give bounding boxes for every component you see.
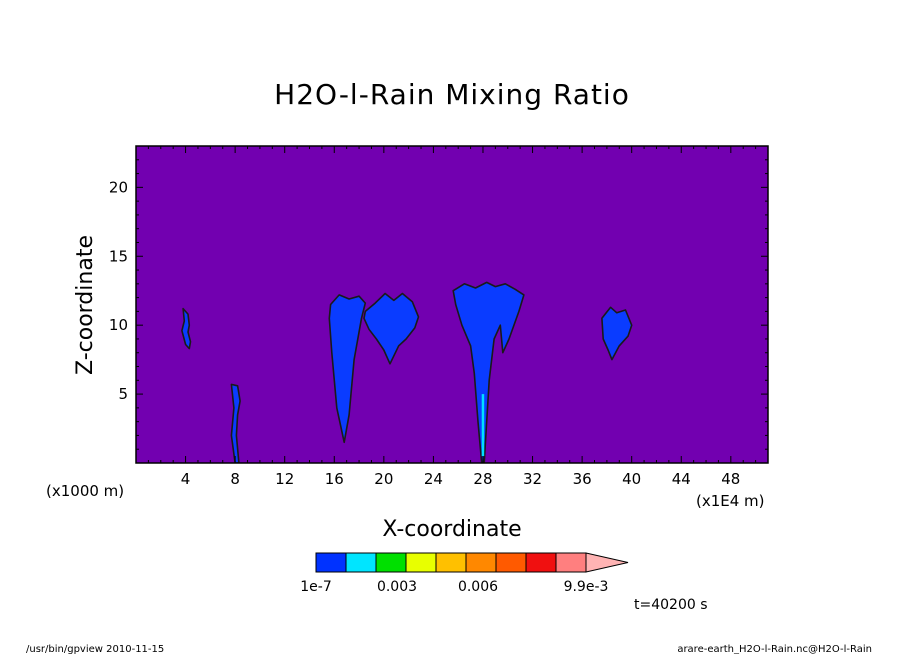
colorbar-label: 0.006	[458, 579, 498, 595]
x-tick-label: 32	[523, 470, 542, 488]
colorbar-bin	[345, 552, 377, 573]
x-tick-label: 12	[275, 470, 294, 488]
colorbar-bin	[435, 552, 467, 573]
footer-left: /usr/bin/gpview 2010-11-15	[26, 644, 164, 654]
y-tick-label: 5	[118, 385, 128, 403]
chart-title: H2O-l-Rain Mixing Ratio	[274, 78, 630, 111]
colorbar-bin	[315, 552, 347, 573]
colorbar-bin	[555, 552, 587, 573]
y-axis: 5 10 15 20	[109, 145, 768, 464]
x-unit-right: (x1E4 m)	[696, 492, 765, 510]
x-axis-title: X-coordinate	[382, 517, 521, 542]
x-tick-label: 20	[374, 470, 393, 488]
x-unit-left: (x1000 m)	[46, 482, 124, 500]
y-axis-title: Z-coordinate	[73, 235, 98, 375]
colorbar-label: 0.003	[377, 579, 417, 595]
colorbar-label: 9.9e-3	[564, 579, 609, 595]
cell-x28-core	[481, 394, 485, 457]
cloud-layer	[181, 281, 633, 463]
plot-area-background	[136, 146, 768, 463]
x-tick-label: 48	[721, 470, 740, 488]
cell-x21	[363, 292, 420, 365]
x-tick-label: 36	[573, 470, 592, 488]
x-tick-label: 16	[325, 470, 344, 488]
cell-x4	[181, 307, 192, 350]
x-tick-label: 4	[181, 470, 191, 488]
x-tick-label: 44	[672, 470, 691, 488]
x-tick-label: 28	[473, 470, 492, 488]
x-axis: 4 8 12 16 20 24 28 32 36 40 44 48	[135, 146, 769, 488]
colorbar-bin	[525, 552, 557, 573]
cell-x17	[328, 294, 367, 444]
x-tick-label: 24	[424, 470, 443, 488]
colorbar: 1e-7 0.003 0.006 9.9e-3	[300, 552, 629, 595]
colorbar-extend-arrow	[585, 552, 629, 573]
colorbar-label: 1e-7	[300, 579, 331, 595]
footer-right: arare-earth_H2O-l-Rain.nc@H2O-l-Rain	[677, 644, 872, 654]
colorbar-bin	[375, 552, 407, 573]
cell-x28	[452, 281, 525, 463]
y-tick-label: 20	[109, 178, 128, 196]
y-tick-label: 15	[109, 247, 128, 265]
colorbar-bin	[405, 552, 437, 573]
y-tick-label: 10	[109, 316, 128, 334]
x-tick-label: 8	[230, 470, 240, 488]
colorbar-bin	[465, 552, 497, 573]
time-label: t=40200 s	[634, 597, 708, 613]
x-tick-label: 40	[622, 470, 641, 488]
cell-x8	[230, 383, 241, 463]
cell-x39	[601, 306, 633, 361]
plot-frame	[135, 145, 769, 464]
colorbar-bin	[495, 552, 527, 573]
